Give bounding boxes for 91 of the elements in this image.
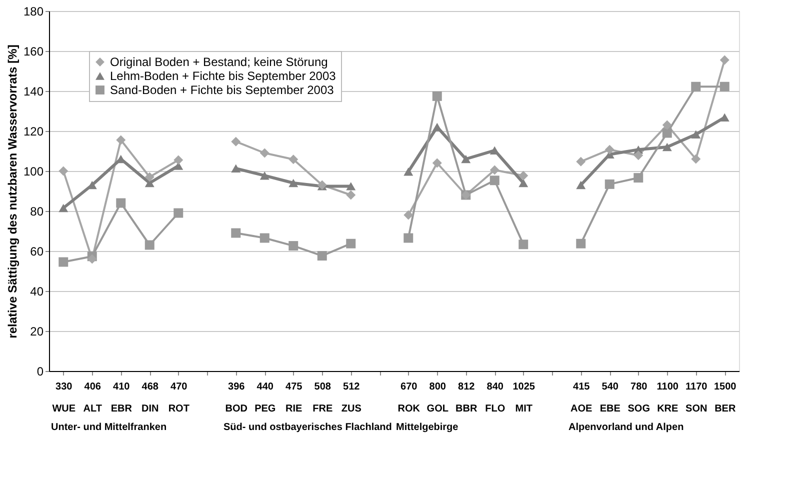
point bbox=[691, 82, 701, 92]
point bbox=[87, 254, 97, 264]
point bbox=[518, 178, 528, 188]
point bbox=[260, 148, 270, 158]
point bbox=[144, 240, 154, 250]
text: Alpenvorland und Alpen bbox=[568, 422, 684, 433]
point bbox=[231, 228, 241, 238]
y-tick-label: 100 bbox=[23, 164, 44, 178]
point bbox=[58, 204, 68, 212]
point bbox=[404, 167, 414, 176]
point bbox=[260, 171, 270, 180]
point bbox=[518, 170, 528, 180]
x-tick-label: 1170 SON bbox=[686, 382, 708, 414]
x-tick-label: 330 WUE bbox=[52, 382, 76, 414]
y-axis-title: relative Sättigung des nutzbaren Wasservorrats [%] bbox=[5, 44, 20, 338]
point bbox=[116, 198, 126, 208]
x-tick-label: 800 GOL bbox=[426, 382, 448, 414]
point bbox=[662, 120, 672, 130]
point bbox=[432, 158, 442, 168]
point bbox=[518, 240, 528, 250]
point bbox=[116, 135, 126, 145]
point bbox=[231, 164, 241, 173]
point bbox=[490, 176, 500, 186]
point bbox=[231, 136, 241, 146]
y-tick-label: 120 bbox=[23, 124, 44, 138]
text: Mittelgebirge bbox=[396, 422, 459, 433]
legend-label: Sand-Boden + Fichte bis September 2003 bbox=[110, 83, 334, 97]
point bbox=[58, 166, 68, 176]
point bbox=[58, 257, 68, 267]
y-tick-label: 20 bbox=[30, 324, 44, 338]
point bbox=[576, 238, 586, 248]
point bbox=[288, 241, 298, 251]
point bbox=[288, 178, 298, 188]
point bbox=[691, 154, 701, 164]
x-tick-label: 540 EBE bbox=[600, 382, 621, 414]
point bbox=[317, 251, 327, 261]
point bbox=[432, 122, 442, 132]
y-tick-label: 40 bbox=[30, 284, 44, 298]
point bbox=[144, 172, 154, 182]
point bbox=[720, 113, 730, 122]
x-tick-label: 1100 KRE bbox=[656, 382, 679, 414]
point bbox=[662, 128, 672, 138]
y-tick-label: 80 bbox=[30, 204, 44, 218]
x-tick-label: 440 PEG bbox=[254, 382, 276, 414]
point bbox=[604, 179, 614, 189]
point bbox=[260, 233, 270, 243]
x-tick-label: 410 EBR bbox=[110, 382, 133, 414]
y-tick-label: 140 bbox=[23, 84, 44, 98]
x-tick-label: 670 ROK bbox=[398, 382, 421, 414]
point bbox=[174, 208, 184, 218]
point bbox=[490, 165, 500, 175]
point bbox=[576, 180, 586, 190]
x-tick-label: 512 ZUS bbox=[341, 382, 362, 414]
x-tick-label: 780 SOG bbox=[628, 382, 650, 414]
x-tick-label: 396 BOD bbox=[225, 382, 248, 414]
point bbox=[634, 150, 644, 160]
point bbox=[404, 233, 414, 243]
y-tick-label: 160 bbox=[23, 44, 44, 58]
x-tick-label: 840 FLO bbox=[485, 382, 506, 414]
point bbox=[662, 142, 672, 152]
x-tick-label: 415 AOE bbox=[570, 382, 593, 414]
point bbox=[346, 190, 356, 200]
point bbox=[720, 82, 730, 92]
x-tick-label: 812 BBR bbox=[456, 382, 478, 414]
x-tick-label: 1025 MIT bbox=[512, 382, 536, 414]
point bbox=[604, 144, 614, 154]
point bbox=[691, 130, 701, 139]
x-tick-label: 468 DIN bbox=[142, 382, 159, 414]
y-tick-label: 180 bbox=[23, 4, 44, 18]
point bbox=[346, 238, 356, 248]
legend-label: Original Boden + Bestand; keine Störung bbox=[110, 55, 328, 69]
x-tick-label: 406 ALT bbox=[83, 382, 102, 414]
point bbox=[490, 146, 500, 155]
point bbox=[174, 155, 184, 165]
legend-label: Lehm-Boden + Fichte bis September 2003 bbox=[110, 69, 336, 83]
point bbox=[432, 91, 442, 101]
text: Unter- und Mittelfranken bbox=[51, 422, 167, 433]
x-tick-label: 475 RIE bbox=[286, 382, 303, 414]
point bbox=[346, 182, 356, 190]
text: Süd- und ostbayerisches Flachland bbox=[224, 422, 392, 433]
point bbox=[634, 173, 644, 183]
point bbox=[576, 156, 586, 166]
point bbox=[461, 154, 471, 164]
point bbox=[720, 55, 730, 65]
x-tick-label: 470 ROT bbox=[168, 382, 190, 414]
y-tick-label: 0 bbox=[36, 364, 44, 378]
point bbox=[288, 154, 298, 164]
x-tick-label: 1500 BER bbox=[714, 382, 737, 414]
x-tick-label: 508 FRE bbox=[312, 382, 333, 414]
point bbox=[404, 210, 414, 220]
y-tick-label: 60 bbox=[30, 244, 44, 258]
